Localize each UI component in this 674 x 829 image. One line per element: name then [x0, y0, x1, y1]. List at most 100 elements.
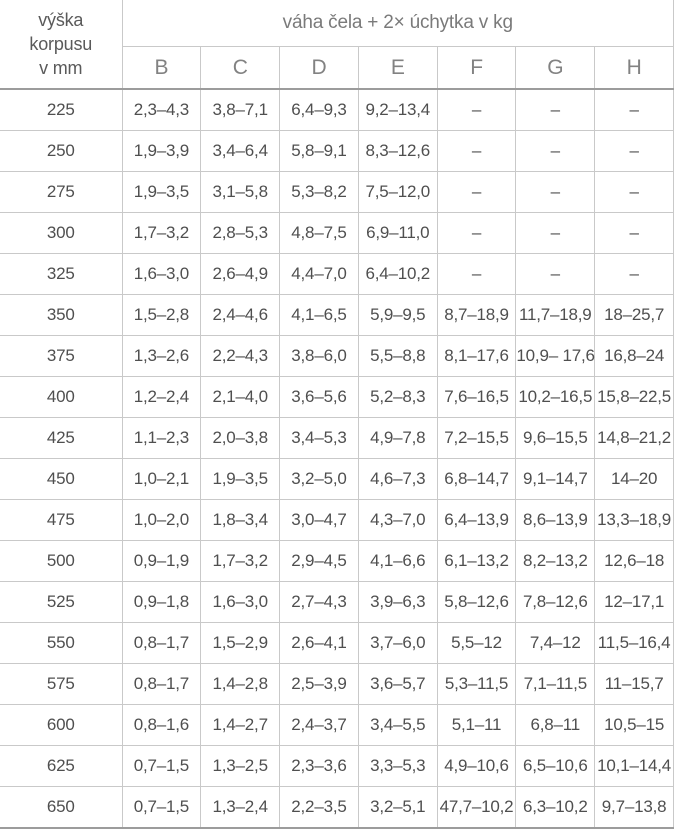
- cell-H-525: 12–17,1: [594, 581, 674, 623]
- cell-C-625: 1,3–2,5: [200, 745, 281, 787]
- cell-F-525: 5,8–12,6: [437, 581, 517, 623]
- cell-F-475: 6,4–13,9: [437, 499, 517, 541]
- row-label-225: 225: [0, 89, 123, 131]
- cell-G-275: –: [515, 171, 596, 213]
- cell-F-650: 47,7–10,2: [437, 786, 517, 829]
- cell-F-225: –: [437, 89, 517, 131]
- cell-G-325: –: [515, 253, 596, 295]
- cell-G-500: 8,2–13,2: [515, 540, 596, 582]
- cell-C-425: 2,0–3,8: [200, 417, 281, 459]
- cell-B-575: 0,8–1,7: [122, 663, 202, 705]
- cell-D-525: 2,7–4,3: [279, 581, 359, 623]
- row-label-575: 575: [0, 663, 123, 705]
- cell-H-400: 15,8–22,5: [594, 376, 674, 418]
- cell-H-325: –: [594, 253, 674, 295]
- cell-G-250: –: [515, 130, 596, 172]
- cell-H-275: –: [594, 171, 674, 213]
- cell-G-350: 11,7–18,9: [515, 294, 596, 336]
- cell-G-225: –: [515, 89, 596, 131]
- cell-B-625: 0,7–1,5: [122, 745, 202, 787]
- cell-B-350: 1,5–2,8: [122, 294, 202, 336]
- table-row-600: 600 0,8–1,6 1,4–2,7 2,4–3,7 3,4–5,5 5,1–11 6,8…: [0, 704, 674, 746]
- cell-D-600: 2,4–3,7: [279, 704, 359, 746]
- column-header-H: H: [594, 46, 674, 89]
- cell-G-450: 9,1–14,7: [515, 458, 596, 500]
- cell-E-325: 6,4–10,2: [358, 253, 438, 295]
- cell-B-400: 1,2–2,4: [122, 376, 202, 418]
- row-label-375: 375: [0, 335, 123, 377]
- cell-D-275: 5,3–8,2: [279, 171, 359, 213]
- row-label-475: 475: [0, 499, 123, 541]
- cell-H-475: 13,3–18,9: [594, 499, 674, 541]
- cell-G-625: 6,5–10,6: [515, 745, 596, 787]
- cell-H-600: 10,5–15: [594, 704, 674, 746]
- cell-B-525: 0,9–1,8: [122, 581, 202, 623]
- cell-H-575: 11–15,7: [594, 663, 674, 705]
- cell-B-425: 1,1–2,3: [122, 417, 202, 459]
- table-row-475: 475 1,0–2,0 1,8–3,4 3,0–4,7 4,3–7,0 6,4–13,9 8…: [0, 499, 674, 541]
- column-header-B: B: [122, 46, 202, 89]
- table-row-325: 325 1,6–3,0 2,6–4,9 4,4–7,0 6,4–10,2– – –: [0, 253, 674, 295]
- cell-G-425: 9,6–15,5: [515, 417, 596, 459]
- cell-C-575: 1,4–2,8: [200, 663, 281, 705]
- cell-C-325: 2,6–4,9: [200, 253, 281, 295]
- table-row-500: 500 0,9–1,9 1,7–3,2 2,9–4,5 4,1–6,6 6,1–13,2 8…: [0, 540, 674, 582]
- cell-F-250: –: [437, 130, 517, 172]
- cell-F-550: 5,5–12: [437, 622, 517, 664]
- cell-C-350: 2,4–4,6: [200, 294, 281, 336]
- cell-D-350: 4,1–6,5: [279, 294, 359, 336]
- row-label-625: 625: [0, 745, 123, 787]
- cell-E-400: 5,2–8,3: [358, 376, 438, 418]
- table-row-250: 250 1,9–3,9 3,4–6,4 5,8–9,1 8,3–12,6– – –: [0, 130, 674, 172]
- cell-C-500: 1,7–3,2: [200, 540, 281, 582]
- cell-B-325: 1,6–3,0: [122, 253, 202, 295]
- cell-D-325: 4,4–7,0: [279, 253, 359, 295]
- cell-F-625: 4,9–10,6: [437, 745, 517, 787]
- cell-F-425: 7,2–15,5: [437, 417, 517, 459]
- table-row-575: 575 0,8–1,7 1,4–2,8 2,5–3,9 3,6–5,7 5,3–11,5 7…: [0, 663, 674, 705]
- row-label-350: 350: [0, 294, 123, 336]
- cell-F-400: 7,6–16,5: [437, 376, 517, 418]
- row-label-425: 425: [0, 417, 123, 459]
- table-row-275: 275 1,9–3,5 3,1–5,8 5,3–8,2 7,5–12,0– – –: [0, 171, 674, 213]
- column-header-G: G: [515, 46, 596, 89]
- cell-E-450: 4,6–7,3: [358, 458, 438, 500]
- cell-G-575: 7,1–11,5: [515, 663, 596, 705]
- cell-G-650: 6,3–10,2: [515, 786, 596, 829]
- cell-E-300: 6,9–11,0: [358, 212, 438, 254]
- cell-F-325: –: [437, 253, 517, 295]
- cell-C-450: 1,9–3,5: [200, 458, 281, 500]
- cell-D-425: 3,4–5,3: [279, 417, 359, 459]
- table-header: výška korpusu v mm váha čela + 2× úchytk…: [0, 0, 674, 89]
- cell-G-400: 10,2–16,5: [515, 376, 596, 418]
- cell-D-250: 5,8–9,1: [279, 130, 359, 172]
- cell-H-625: 10,1–14,4: [594, 745, 674, 787]
- cell-C-375: 2,2–4,3: [200, 335, 281, 377]
- cell-D-550: 2,6–4,1: [279, 622, 359, 664]
- row-label-325: 325: [0, 253, 123, 295]
- cell-E-425: 4,9–7,8: [358, 417, 438, 459]
- cell-G-550: 7,4–12: [515, 622, 596, 664]
- row-label-300: 300: [0, 212, 123, 254]
- cell-B-375: 1,3–2,6: [122, 335, 202, 377]
- cell-E-600: 3,4–5,5: [358, 704, 438, 746]
- cell-H-300: –: [594, 212, 674, 254]
- cell-B-225: 2,3–4,3: [122, 89, 202, 131]
- cell-H-350: 18–25,7: [594, 294, 674, 336]
- cell-F-275: –: [437, 171, 517, 213]
- cell-G-525: 7,8–12,6: [515, 581, 596, 623]
- table-body: 225 2,3–4,3 3,8–7,1 6,4–9,3 9,2–13,4– – –250 1,…: [0, 89, 674, 829]
- cell-G-375: 10,9– 17,6: [515, 335, 596, 377]
- row-label-250: 250: [0, 130, 123, 172]
- row-label-525: 525: [0, 581, 123, 623]
- cell-C-400: 2,1–4,0: [200, 376, 281, 418]
- row-axis-header: výška korpusu v mm: [0, 0, 123, 89]
- cell-E-550: 3,7–6,0: [358, 622, 438, 664]
- cell-C-250: 3,4–6,4: [200, 130, 281, 172]
- table-row-300: 300 1,7–3,2 2,8–5,3 4,8–7,5 6,9–11,0– – –: [0, 212, 674, 254]
- cell-D-225: 6,4–9,3: [279, 89, 359, 131]
- cell-H-250: –: [594, 130, 674, 172]
- table-row-550: 550 0,8–1,7 1,5–2,9 2,6–4,1 3,7–6,0 5,5–12 7,4…: [0, 622, 674, 664]
